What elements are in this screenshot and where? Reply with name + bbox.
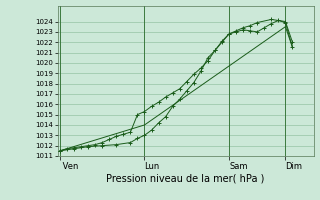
X-axis label: Pression niveau de la mer( hPa ): Pression niveau de la mer( hPa ) (107, 173, 265, 183)
